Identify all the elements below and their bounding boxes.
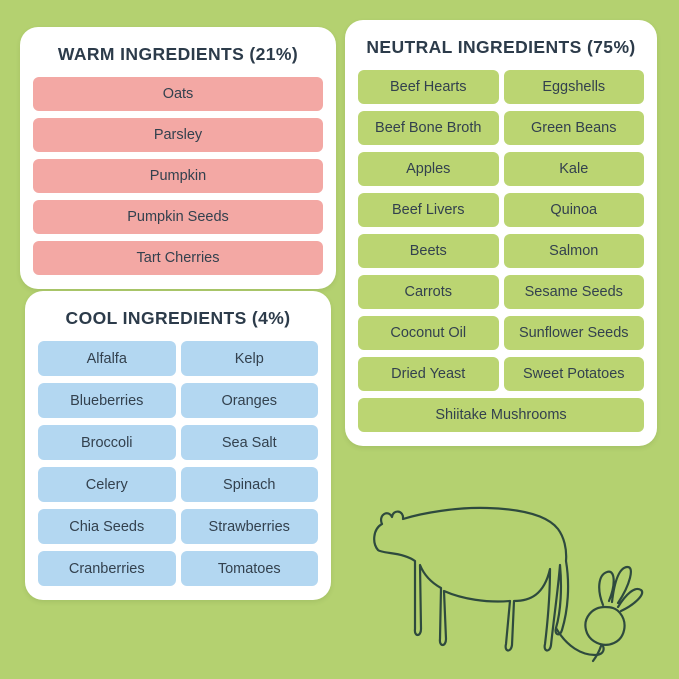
ingredient-cell: Sunflower Seeds xyxy=(503,316,644,350)
line-art-strokes xyxy=(373,506,644,663)
ingredient-cell: Beef Bone Broth xyxy=(358,111,499,145)
ingredient-cell: Kelp xyxy=(180,341,318,376)
cool-card-title: COOL INGREDIENTS (4%) xyxy=(65,308,291,328)
ingredient-cell: Sweet Potatoes xyxy=(503,357,644,391)
connecting-line xyxy=(554,626,605,657)
ingredient-cell: Parsley xyxy=(33,118,323,152)
cow-and-beet-line-art xyxy=(373,506,644,663)
ingredient-cell: Pumpkin xyxy=(33,159,323,193)
ingredient-cell: Beets xyxy=(358,234,499,268)
beet-outline xyxy=(584,605,626,663)
ingredient-cell: Spinach xyxy=(180,467,318,502)
ingredient-cell: Apples xyxy=(358,152,499,186)
ingredient-cell: Tart Cherries xyxy=(33,241,323,275)
ingredient-cell: Beef Hearts xyxy=(358,70,499,104)
neutral-card-title: NEUTRAL INGREDIENTS (75%) xyxy=(366,37,636,57)
ingredient-cell-full-width: Shiitake Mushrooms xyxy=(358,398,644,432)
warm-ingredients-list: Oats Parsley Pumpkin Pumpkin Seeds Tart … xyxy=(33,77,323,275)
ingredient-cell: Cranberries xyxy=(38,551,176,586)
ingredient-cell: Green Beans xyxy=(503,111,644,145)
ingredient-cell: Salmon xyxy=(503,234,644,268)
ingredient-cell: Quinoa xyxy=(503,193,644,227)
ingredient-cell: Beef Livers xyxy=(358,193,499,227)
ingredient-cell: Blueberries xyxy=(38,383,176,418)
ingredient-cell: Eggshells xyxy=(503,70,644,104)
ingredient-cell: Tomatoes xyxy=(180,551,318,586)
ingredient-cell: Broccoli xyxy=(38,425,176,460)
ingredient-cell: Dried Yeast xyxy=(358,357,499,391)
cool-ingredients-card: COOL INGREDIENTS (4%) Alfalfa Kelp Blueb… xyxy=(25,291,331,600)
warm-card-title: WARM INGREDIENTS (21%) xyxy=(57,44,299,64)
ingredient-cell: Coconut Oil xyxy=(358,316,499,350)
cool-ingredients-grid: Alfalfa Kelp Blueberries Oranges Broccol… xyxy=(38,341,318,586)
ingredient-cell: Chia Seeds xyxy=(38,509,176,544)
ingredient-cell: Celery xyxy=(38,467,176,502)
beet-leaves xyxy=(598,565,644,613)
ingredient-cell: Kale xyxy=(503,152,644,186)
ingredient-cell: Sea Salt xyxy=(180,425,318,460)
ingredient-cell: Strawberries xyxy=(180,509,318,544)
ingredient-cell: Oranges xyxy=(180,383,318,418)
cow-outline xyxy=(373,506,570,652)
ingredient-cell: Pumpkin Seeds xyxy=(33,200,323,234)
neutral-ingredients-card: NEUTRAL INGREDIENTS (75%) Beef Hearts Eg… xyxy=(345,20,657,446)
ingredient-cell: Carrots xyxy=(358,275,499,309)
ingredient-cell: Sesame Seeds xyxy=(503,275,644,309)
warm-ingredients-card: WARM INGREDIENTS (21%) Oats Parsley Pump… xyxy=(20,27,336,289)
neutral-ingredients-grid: Beef Hearts Eggshells Beef Bone Broth Gr… xyxy=(358,70,644,432)
ingredient-cell: Oats xyxy=(33,77,323,111)
ingredient-cell: Alfalfa xyxy=(38,341,176,376)
